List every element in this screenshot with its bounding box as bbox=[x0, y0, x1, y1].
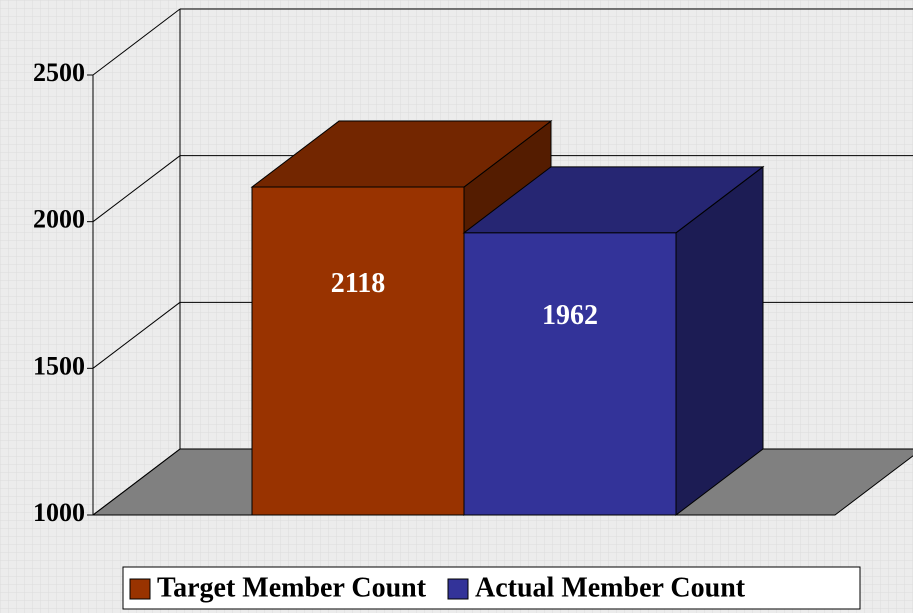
data-label: 2118 bbox=[331, 268, 385, 299]
data-label: 1962 bbox=[542, 300, 598, 331]
legend-label: Actual Member Count bbox=[475, 572, 746, 603]
grid-line bbox=[92, 8, 181, 76]
y-tick-label: 1000 bbox=[33, 498, 85, 527]
grid-line bbox=[92, 448, 181, 516]
y-tick-label: 2500 bbox=[33, 58, 85, 87]
y-tick-label: 2000 bbox=[33, 205, 85, 234]
legend-swatch bbox=[447, 578, 469, 600]
legend-swatch bbox=[129, 578, 151, 600]
grid-line bbox=[92, 301, 181, 369]
y-tick-label: 1500 bbox=[33, 351, 85, 380]
bar-front bbox=[463, 232, 677, 516]
legend-box bbox=[122, 566, 861, 610]
bar bbox=[462, 165, 765, 517]
grid-line bbox=[92, 155, 181, 223]
legend-label: Target Member Count bbox=[157, 572, 427, 603]
bar-front bbox=[251, 186, 465, 516]
